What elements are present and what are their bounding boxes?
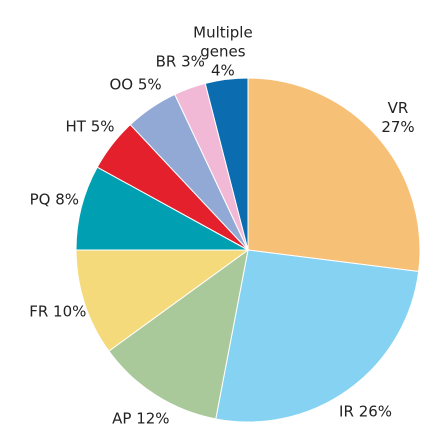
value-label: 5% (137, 75, 162, 94)
pie-slice (247, 77, 421, 273)
pie-slice (75, 249, 250, 352)
pie-slice (215, 249, 420, 423)
category-label: OO (109, 75, 134, 94)
value-label: 10% (53, 302, 87, 321)
slice-label: HT 5% (65, 118, 114, 137)
value-label: 4% (211, 61, 235, 80)
category-label: PQ (29, 190, 51, 209)
slice-label: PQ 8% (30, 191, 79, 210)
slice-label: OO 5% (109, 75, 161, 94)
slice-label: BR 3% (156, 52, 205, 71)
pie-slice (204, 77, 249, 251)
category-label: VR (387, 98, 409, 117)
value-label: 5% (90, 117, 115, 136)
category-label: BR (155, 52, 177, 71)
value-label: 8% (55, 190, 79, 209)
slice-label: FR 10% (29, 302, 86, 321)
slice-label: VR 27% (376, 99, 421, 137)
slice-label: IR 26% (339, 402, 392, 421)
category-label: IR (339, 402, 354, 421)
value-label: 12% (136, 409, 170, 428)
value-label: 26% (358, 402, 393, 421)
value-label: 27% (381, 117, 415, 136)
value-label: 3% (181, 52, 205, 71)
category-label: HT (65, 117, 86, 136)
pie-slice (108, 248, 249, 420)
slice-label: AP 12% (112, 409, 169, 428)
category-label: AP (112, 409, 132, 428)
category-label: FR (29, 302, 49, 321)
slice-label: Multiple genes 4% (183, 23, 263, 80)
category-label: Multiple genes (193, 23, 253, 61)
